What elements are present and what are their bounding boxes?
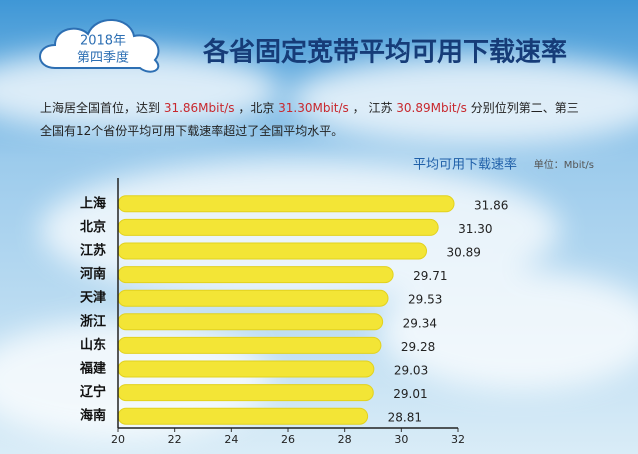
value-label: 29.34	[403, 316, 437, 330]
text-part: ，北京	[235, 101, 279, 115]
bar	[117, 218, 439, 236]
text-part: ， 江苏	[349, 101, 396, 115]
bar	[117, 289, 389, 307]
value-label: 29.28	[401, 340, 435, 354]
badge-year: 2018年	[80, 34, 126, 49]
bar	[117, 242, 428, 260]
title: 各省固定宽带平均可用下载速率	[202, 37, 567, 68]
category-label: 辽宁	[80, 384, 106, 400]
category-label: 天津	[80, 290, 106, 306]
bar	[117, 266, 394, 284]
bar	[117, 384, 374, 402]
x-tick-label: 30	[394, 433, 408, 446]
highlight-text: 31.86Mbit/s	[164, 101, 235, 115]
value-label: 30.89	[447, 246, 481, 260]
value-label: 31.30	[458, 222, 492, 236]
bar	[117, 336, 382, 354]
highlight-text: 31.30Mbit/s	[278, 101, 349, 115]
value-label: 29.03	[394, 364, 428, 378]
category-label: 山东	[80, 337, 106, 353]
badge-quarter: 第四季度	[77, 50, 129, 66]
x-tick-label: 20	[111, 433, 125, 446]
highlight-text: 30.89Mbit/s	[396, 101, 467, 115]
x-tick-label: 28	[338, 433, 352, 446]
category-label: 福建	[79, 361, 106, 377]
bar	[117, 195, 455, 213]
category-label: 北京	[80, 219, 106, 235]
value-label: 29.71	[413, 269, 447, 283]
bar	[117, 407, 369, 425]
description-line: 全国有12个省份平均可用下载速率超过了全国平均水平。	[40, 123, 343, 138]
description-line: 上海居全国首位，达到 31.86Mbit/s ，北京 31.30Mbit/s ，…	[40, 100, 579, 115]
category-label: 浙江	[80, 313, 106, 329]
category-label: 江苏	[80, 243, 106, 259]
value-label: 28.81	[388, 411, 422, 425]
x-tick-label: 24	[224, 433, 238, 446]
bar	[117, 360, 375, 378]
unit-label: 单位：Mbit/s	[534, 158, 594, 171]
text-part: 分别位列第二、第三	[467, 100, 579, 115]
value-label: 29.53	[408, 293, 442, 307]
value-label: 31.86	[474, 198, 508, 212]
x-tick-label: 32	[451, 433, 465, 446]
bar	[117, 313, 384, 331]
category-label: 河南	[80, 266, 106, 282]
text-part: 全国有12个省份平均可用下载速率超过了全国平均水平。	[40, 123, 343, 138]
text-part: 上海居全国首位，达到	[40, 100, 164, 115]
value-label: 29.01	[393, 387, 427, 401]
x-tick-label: 22	[168, 433, 182, 446]
category-label: 海南	[80, 408, 106, 424]
chart-subtitle: 平均可用下载速率	[413, 157, 517, 173]
badge: 2018年 第四季度	[39, 19, 160, 73]
category-label: 上海	[80, 195, 106, 211]
x-tick-label: 26	[281, 433, 295, 446]
